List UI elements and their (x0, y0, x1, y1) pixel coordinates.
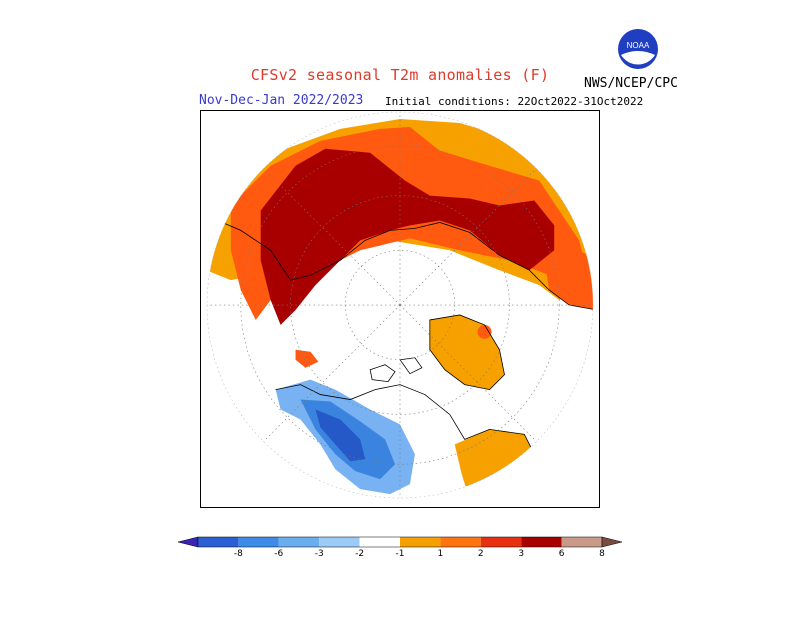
agency-label: NWS/NCEP/CPC (584, 76, 678, 91)
cold-region-3-6-west (315, 409, 366, 462)
noaa-logo-text: NOAA (627, 41, 650, 50)
colorbar-tick-label: -6 (274, 549, 283, 559)
initial-conditions: Initial conditions: 22Oct2022-31Oct2022 (385, 95, 644, 108)
colorbar-arrow-right (601, 536, 623, 548)
forecast-period: Nov-Dec-Jan 2022/2023 (199, 93, 364, 108)
colorbar-tick-label: -3 (315, 549, 324, 559)
colorbar: -8 -6 -3 -2 -1 1 2 3 6 8 (177, 536, 623, 559)
warm-spot-greenland (477, 324, 492, 339)
warm-region-alaska (295, 349, 319, 368)
warm-region-3-6-siberia (260, 148, 555, 325)
colorbar-tick-label: 3 (518, 549, 524, 559)
colorbar-segment (521, 537, 562, 547)
warm-region-europe (544, 250, 594, 310)
colorbar-tick-label: 2 (478, 549, 484, 559)
colorbar-tick-label: -2 (355, 549, 364, 559)
graticule (206, 111, 594, 499)
colorbar-segment (238, 537, 279, 547)
colorbar-segment (480, 537, 522, 547)
colorbar-tick-label: 1 (438, 549, 444, 559)
colorbar-segment (440, 537, 481, 547)
colorbar-segment (319, 537, 360, 547)
colorbar-segment (198, 537, 239, 547)
colorbar-segment (359, 537, 400, 547)
noaa-logo: NOAA (618, 29, 658, 69)
colorbar-tick-label: -1 (396, 549, 405, 559)
polar-map (200, 110, 600, 508)
colorbar-arrow-left (177, 536, 199, 548)
colorbar-segment (400, 537, 441, 547)
colorbar-segment (561, 537, 602, 547)
colorbar-tick-label: 6 (559, 549, 565, 559)
warm-region-greenland (429, 314, 505, 390)
colorbar-tick-label: -8 (234, 549, 243, 559)
colorbar-segment (278, 537, 320, 547)
colorbar-tick-label: 8 (599, 549, 605, 559)
warm-region-eastern-canada (454, 429, 535, 499)
chart-title: CFSv2 seasonal T2m anomalies (F) (250, 66, 550, 84)
